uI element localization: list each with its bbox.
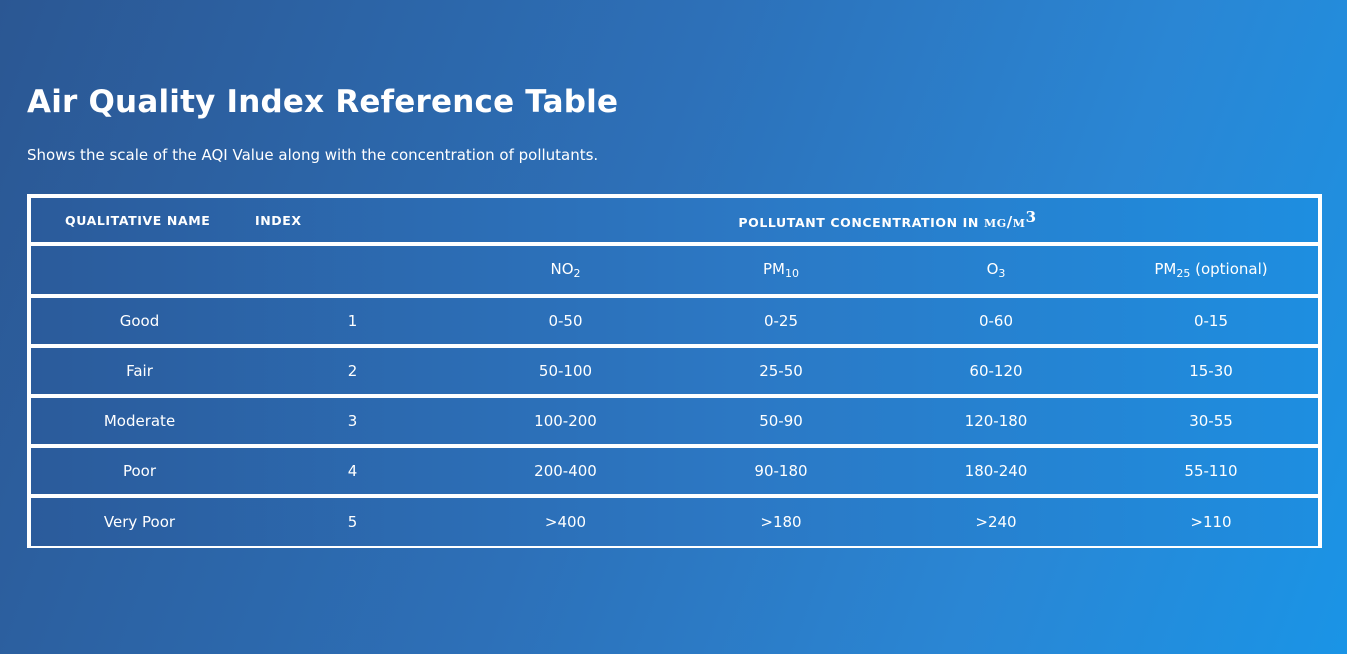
aqi-reference-table: QUALITATIVE NAME INDEX POLLUTANT CONCENT… — [31, 198, 1318, 546]
pollutant-optional-note: (optional) — [1190, 260, 1268, 278]
table-row: Fair 2 50-100 25-50 60-120 15-30 — [31, 346, 1318, 396]
header-unit-power: 3 — [1025, 208, 1037, 227]
pollutant-subscript: 2 — [573, 267, 581, 280]
pm25-cell: 15-30 — [1189, 362, 1233, 380]
pm25-cell: 55-110 — [1184, 462, 1238, 480]
qualitative-name-cell: Moderate — [103, 412, 176, 430]
no2-cell: 100-200 — [534, 412, 597, 430]
index-cell: 3 — [347, 412, 358, 430]
header-qualitative-name: QUALITATIVE NAME — [65, 212, 211, 228]
table-row: Moderate 3 100-200 50-90 120-180 30-55 — [31, 396, 1318, 446]
pm10-cell: 0-25 — [763, 312, 799, 330]
pollutant-subscript: 25 — [1176, 267, 1191, 280]
table-header-row: QUALITATIVE NAME INDEX POLLUTANT CONCENT… — [31, 198, 1318, 244]
o3-cell: 180-240 — [964, 462, 1028, 480]
index-cell: 2 — [347, 362, 358, 380]
pollutant-base: PM — [1154, 260, 1177, 278]
pm10-cell: 50-90 — [759, 412, 803, 430]
page-subtitle: Shows the scale of the AQI Value along w… — [27, 146, 599, 164]
qualitative-name-cell: Poor — [122, 462, 157, 480]
pollutant-header-row: NO2 PM10 O3 PM25 (optional) — [31, 244, 1318, 296]
no2-cell: 0-50 — [548, 312, 583, 330]
pollutant-subscript: 3 — [998, 267, 1006, 280]
table-row: Good 1 0-50 0-25 0-60 0-15 — [31, 296, 1318, 346]
page-title: Air Quality Index Reference Table — [27, 84, 619, 120]
header-index: INDEX — [255, 212, 302, 228]
pollutant-base: PM — [763, 260, 785, 278]
header-pollutant-concentration: POLLUTANT CONCENTRATION IN mg/m3 — [457, 198, 1318, 244]
qualitative-name-cell: Very Poor — [103, 513, 176, 531]
pm10-cell: 25-50 — [759, 362, 803, 380]
header-concentration-label: POLLUTANT CONCENTRATION IN — [738, 215, 984, 231]
qualitative-name-cell: Good — [119, 312, 160, 330]
pollutant-subscript: 10 — [785, 267, 799, 280]
aqi-table-container: QUALITATIVE NAME INDEX POLLUTANT CONCENT… — [27, 194, 1322, 548]
pollutant-pm25: PM25 (optional) — [1104, 244, 1318, 296]
table-row: Very Poor 5 >400 >180 >240 >110 — [31, 496, 1318, 546]
pollutant-o3: O3 — [888, 244, 1104, 296]
pollutant-pm10: PM10 — [674, 244, 888, 296]
empty-cell — [31, 244, 248, 296]
pm10-cell: >180 — [760, 513, 802, 531]
pm25-cell: 30-55 — [1189, 412, 1233, 430]
table-row: Poor 4 200-400 90-180 180-240 55-110 — [31, 446, 1318, 496]
pm10-cell: 90-180 — [754, 462, 808, 480]
index-cell: 1 — [347, 312, 358, 330]
index-cell: 5 — [347, 513, 358, 531]
o3-cell: 60-120 — [969, 362, 1023, 380]
pollutant-base: O — [986, 260, 999, 278]
no2-cell: 200-400 — [534, 462, 597, 480]
pm25-cell: 0-15 — [1193, 312, 1229, 330]
o3-cell: 0-60 — [978, 312, 1014, 330]
pollutant-base: NO — [550, 260, 574, 278]
o3-cell: >240 — [975, 513, 1017, 531]
o3-cell: 120-180 — [964, 412, 1028, 430]
empty-cell — [248, 244, 457, 296]
index-cell: 4 — [347, 462, 358, 480]
no2-cell: 50-100 — [538, 362, 593, 380]
pollutant-no2: NO2 — [457, 244, 674, 296]
qualitative-name-cell: Fair — [126, 362, 153, 380]
header-unit: mg/m — [983, 213, 1026, 232]
no2-cell: >400 — [544, 513, 587, 531]
pm25-cell: >110 — [1190, 513, 1232, 531]
